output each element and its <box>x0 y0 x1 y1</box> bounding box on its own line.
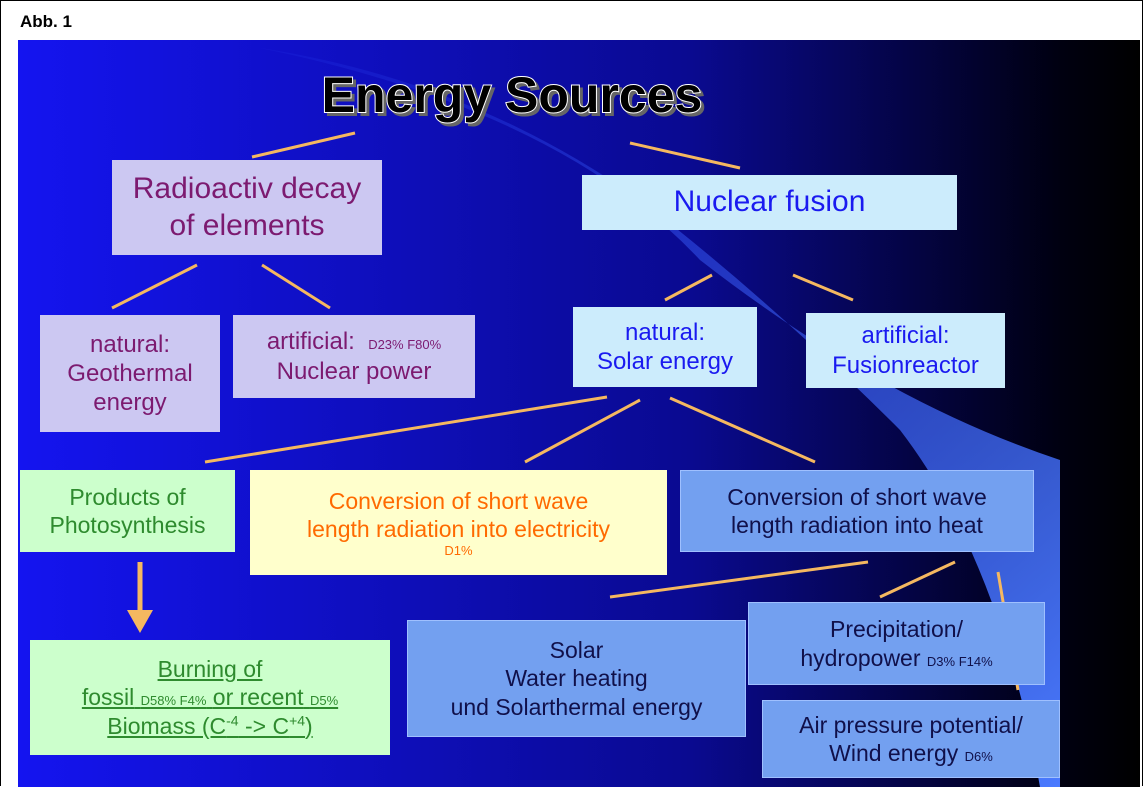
line: hydropower <box>800 644 921 671</box>
line: length radiation into heat <box>731 512 983 538</box>
line: artificial: <box>861 322 950 350</box>
node: natural: Solar energy <box>573 307 757 387</box>
arrow-head <box>127 610 153 633</box>
note: D3% F14% <box>926 653 993 669</box>
line: und Solarthermal energy <box>450 693 703 720</box>
node: Conversion of short wave length radiation… <box>250 470 667 575</box>
line: artificial: <box>266 328 355 356</box>
line: Nuclear power <box>276 357 432 385</box>
node: natural: Geothermal energy <box>40 315 220 432</box>
line: Wind energy <box>829 740 959 766</box>
line: Nuclear fusion <box>673 185 866 219</box>
text: fossil <box>81 684 135 711</box>
figure-label: Abb. 1 <box>20 12 72 31</box>
line: Solar <box>549 637 604 664</box>
line: length radiation into electricity <box>307 515 610 542</box>
line: energy <box>93 389 167 417</box>
line: Solar energy <box>596 348 734 375</box>
text: or recent <box>212 684 304 711</box>
node: Radioactiv decay of elements <box>112 160 382 255</box>
decor-swoosh <box>260 48 1060 787</box>
superscript: +4 <box>289 711 306 728</box>
note: D5% <box>309 693 339 709</box>
node: Nuclear fusion <box>582 175 957 230</box>
line: Water heating <box>505 665 648 692</box>
line: Fusionreactor <box>832 351 979 379</box>
line: natural: <box>89 330 171 358</box>
node: Conversion of short wave length radiation… <box>680 470 1034 552</box>
node: Products of Photosynthesis <box>20 470 235 552</box>
text: Biomass (C <box>107 712 227 739</box>
note: D23% F80% <box>368 337 442 353</box>
line: Products of <box>69 483 186 510</box>
line: Conversion of short wave <box>727 483 987 510</box>
node: artificial: Fusionreactor <box>806 313 1005 388</box>
node: Precipitation/hydropower D3% F14% <box>748 602 1045 685</box>
superscript: -4 <box>226 711 239 728</box>
node: Solar Water heating und Solarthermal energ… <box>407 620 746 737</box>
line: natural: <box>624 318 706 346</box>
line: Air pressure potential/ <box>799 711 1023 738</box>
note: D58% F4% <box>140 693 207 709</box>
node: Air pressure potential/Wind energy D6% <box>762 700 1060 778</box>
line: of elements <box>169 208 325 242</box>
line: Precipitation/ <box>830 616 963 643</box>
text: ) <box>305 712 313 739</box>
line: Radioactiv decay <box>132 171 362 205</box>
node: artificial: D23% F80% Nuclear power <box>233 315 475 398</box>
text: -> C <box>238 712 290 739</box>
note: D1% <box>444 542 473 558</box>
line: Photosynthesis <box>49 512 206 538</box>
note: D6% <box>964 749 993 764</box>
line: Burning of <box>157 656 263 683</box>
node: Burning of fossil D58% F4% or recent D5%… <box>30 640 390 755</box>
line: Geothermal <box>67 359 193 387</box>
line: Conversion of short wave <box>328 487 589 514</box>
title: Energy Sources <box>322 67 703 123</box>
